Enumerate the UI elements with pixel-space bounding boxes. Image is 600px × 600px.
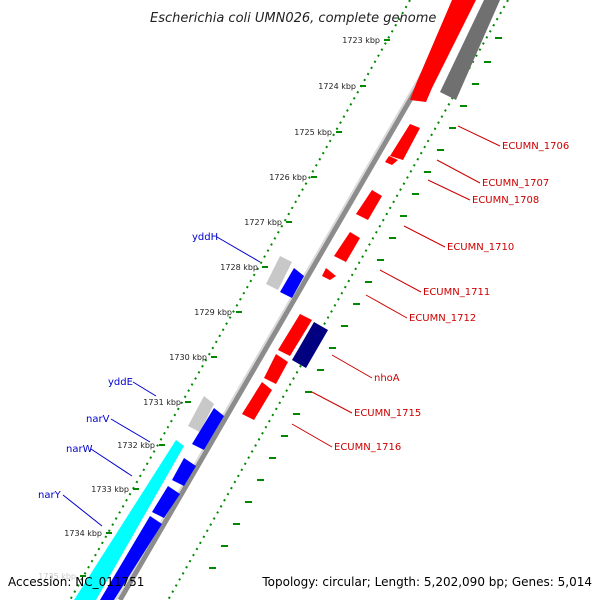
gene-label-right[interactable]: ECUMN_1707 [482,178,549,189]
dotted-guide-right [167,0,509,600]
leader-line [436,159,481,184]
gene-label-left[interactable]: narY [38,490,62,501]
gene-yddE[interactable] [192,408,224,450]
scale-tick-labels: 1723 kbp 1724 kbp 1725 kbp 1726 kbp 1727 kbp… [38,36,390,581]
gene-label-right[interactable]: ECUMN_1706 [502,141,569,152]
gene-cyan-narG[interactable] [74,440,184,600]
gene-ecumn-1715[interactable] [264,354,288,384]
left-gene-labels: yddH yddE narV narW narY [38,232,261,527]
leader-line [379,269,422,293]
gene-ecumn-1712[interactable] [278,314,312,356]
leader-line [62,494,103,527]
gene-label-right[interactable]: ECUMN_1715 [354,408,421,419]
gene-ecumn-1711[interactable] [322,268,336,280]
reverse-strand-genes [74,256,304,600]
leader-line [291,423,333,448]
leader-line [311,391,353,414]
scale-tick-label: 1730 kbp [169,353,207,362]
gene-label-right[interactable]: ECUMN_1710 [447,242,514,253]
leader-line [90,448,133,477]
leader-line [403,225,446,248]
gene-grey-yddE[interactable] [188,396,214,432]
gene-ecumn-1710[interactable] [334,232,360,262]
scale-tick-label: 1726 kbp [269,173,307,182]
gene-ecumn-1708[interactable] [356,190,382,220]
right-gene-labels: ECUMN_1706 ECUMN_1707 ECUMN_1708 ECUMN_1710… [291,125,569,453]
scale-tick-label: 1727 kbp [244,218,282,227]
leader-line [457,125,501,147]
gene-label-right[interactable]: nhoA [374,373,400,384]
scale-tick-label: 1724 kbp [318,82,356,91]
forward-strand-genes [242,0,500,420]
gene-label-right[interactable]: ECUMN_1711 [423,287,490,298]
scale-tick-label: 1725 kbp [294,128,332,137]
gene-label-left[interactable]: yddH [192,232,218,243]
gene-dark-grey[interactable] [440,0,500,100]
gene-narY[interactable] [100,516,162,600]
gene-ecumn-1706[interactable] [390,124,420,160]
map-title: Escherichia coli UMN026, complete genome [150,11,436,26]
leader-line [365,294,408,319]
scale-tick-label: 1735 kbp [38,572,76,581]
scale-tick-label: 1729 kbp [194,308,232,317]
leader-line [132,381,157,397]
gene-label-left[interactable]: narW [66,444,93,455]
scale-tick-label: 1731 kbp [143,398,181,407]
gene-nhoA[interactable] [292,322,328,368]
gene-label-right[interactable]: ECUMN_1708 [472,195,539,206]
scale-tick-label: 1728 kbp [220,263,258,272]
gene-label-right[interactable]: ECUMN_1716 [334,442,401,453]
gene-yddH[interactable] [280,268,304,298]
gene-label-right[interactable]: ECUMN_1712 [409,313,476,324]
leader-line [110,418,151,443]
gene-ecumn-1716[interactable] [242,382,272,420]
gene-ecumn-1707[interactable] [385,156,398,165]
accession-text: Accession: NC_011751 [8,575,144,589]
leader-line [427,179,471,201]
gene-narW[interactable] [152,486,180,518]
leader-line [331,354,373,379]
gene-label-left[interactable]: yddE [108,377,133,388]
gene-grey-yddH[interactable] [266,256,292,290]
leader-line [216,236,261,263]
scale-tick-label: 1732 kbp [117,441,155,450]
scale-tick-label: 1723 kbp [342,36,380,45]
gene-label-left[interactable]: narV [86,414,110,425]
topology-text: Topology: circular; Length: 5,202,090 bp… [261,575,592,589]
scale-tick-label: 1734 kbp [64,529,102,538]
minor-ticks-right [209,37,502,569]
gene-narV[interactable] [172,458,196,486]
dotted-guide-left [69,0,411,600]
scale-tick-label: 1733 kbp [91,485,129,494]
gene-red-large-top[interactable] [410,0,476,102]
